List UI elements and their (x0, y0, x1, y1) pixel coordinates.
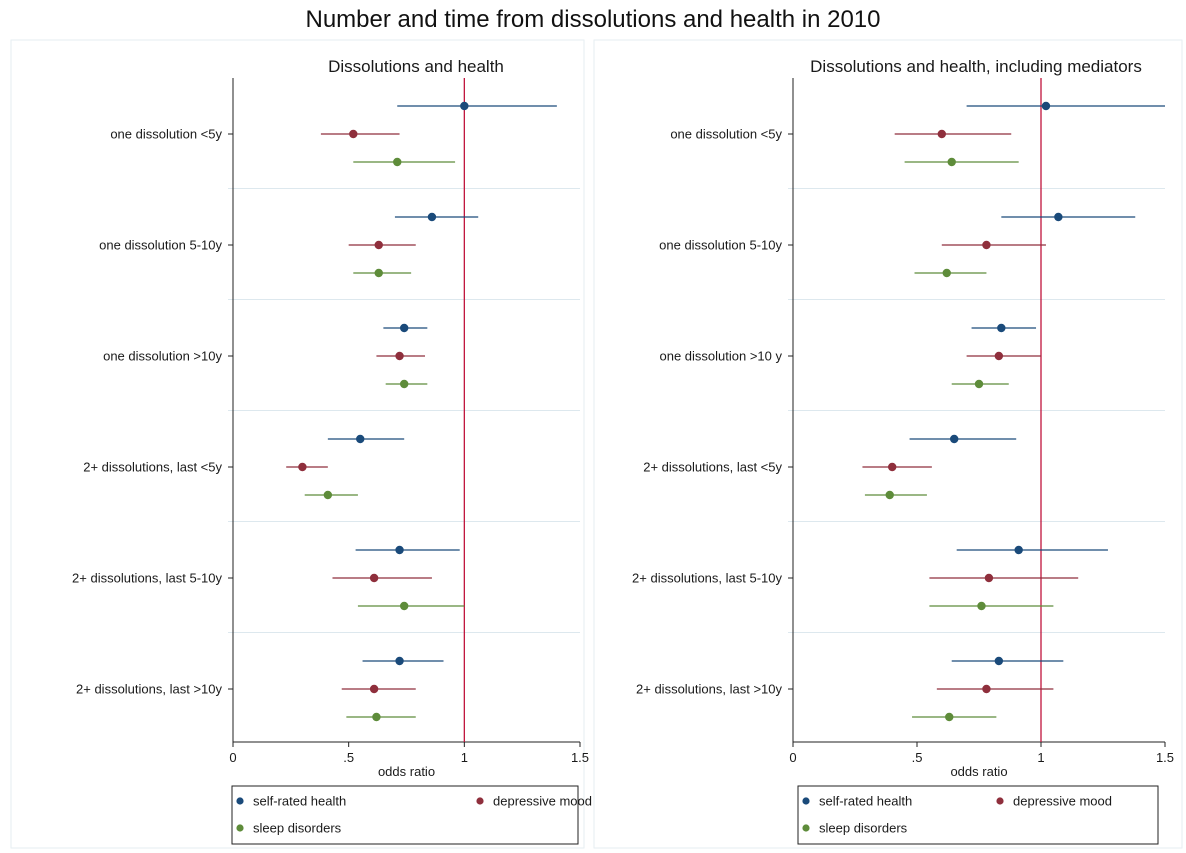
point-estimate (994, 351, 1004, 361)
point-estimate (885, 490, 894, 500)
panel-frame (593, 39, 1183, 849)
point-estimate (399, 323, 409, 333)
point-estimate (984, 573, 994, 583)
point-estimate (399, 379, 409, 389)
legend-label: sleep disorders (819, 821, 908, 836)
point-estimate (395, 351, 404, 361)
x-tick-label: 0 (229, 750, 236, 765)
panel-frame (10, 39, 585, 849)
category-label: one dissolution 5-10y (99, 238, 222, 253)
point-estimate (982, 240, 991, 250)
point-estimate (947, 157, 956, 167)
x-axis-label: odds ratio (378, 764, 435, 779)
point-estimate (1054, 212, 1063, 222)
panel-title: Dissolutions and health, including media… (810, 57, 1142, 76)
panel-title: Dissolutions and health (328, 57, 504, 76)
point-estimate (888, 462, 897, 472)
category-label: 2+ dissolutions, last <5y (643, 460, 782, 475)
point-estimate (982, 684, 991, 694)
x-tick-label: 1.5 (571, 750, 589, 765)
point-estimate (937, 129, 946, 139)
legend-marker (236, 797, 244, 805)
point-estimate (369, 573, 379, 583)
x-axis-label: odds ratio (950, 764, 1007, 779)
point-estimate (950, 434, 959, 444)
point-estimate (374, 268, 383, 278)
point-estimate (1041, 101, 1051, 111)
point-estimate (323, 490, 333, 500)
x-tick-label: 0 (789, 750, 796, 765)
point-estimate (356, 434, 365, 444)
category-label: one dissolution >10y (103, 349, 222, 364)
point-estimate (298, 462, 307, 472)
category-label: 2+ dissolutions, last <5y (83, 460, 222, 475)
point-estimate (393, 157, 402, 167)
point-estimate (399, 601, 409, 611)
x-tick-label: .5 (912, 750, 923, 765)
legend-label: depressive mood (493, 794, 592, 809)
point-estimate (994, 656, 1004, 666)
x-tick-label: 1.5 (1156, 750, 1174, 765)
category-label: 2+ dissolutions, last 5-10y (72, 571, 222, 586)
point-estimate (460, 101, 469, 111)
point-estimate (1014, 545, 1023, 555)
legend-marker (236, 824, 244, 832)
point-estimate (374, 240, 383, 250)
legend-box (231, 785, 579, 845)
legend-label: self-rated health (819, 794, 912, 809)
legend-marker (802, 797, 810, 805)
point-estimate (977, 601, 986, 611)
category-label: one dissolution 5-10y (659, 238, 782, 253)
category-label: 2+ dissolutions, last >10y (76, 682, 222, 697)
point-estimate (395, 545, 404, 555)
x-tick-label: 1 (1037, 750, 1044, 765)
legend-marker (476, 797, 484, 805)
figure-title: Number and time from dissolutions and he… (305, 6, 881, 33)
category-label: one dissolution <5y (110, 127, 222, 142)
category-label: one dissolution <5y (670, 127, 782, 142)
x-tick-label: .5 (343, 750, 354, 765)
point-estimate (369, 684, 379, 694)
point-estimate (945, 712, 954, 722)
legend-label: depressive mood (1013, 794, 1112, 809)
category-label: 2+ dissolutions, last >10y (636, 682, 782, 697)
point-estimate (349, 129, 358, 139)
point-estimate (974, 379, 984, 389)
point-estimate (942, 268, 951, 278)
legend-marker (802, 824, 810, 832)
point-estimate (372, 712, 381, 722)
point-estimate (997, 323, 1006, 333)
legend-box (797, 785, 1159, 845)
x-tick-label: 1 (461, 750, 468, 765)
point-estimate (395, 656, 404, 666)
legend-label: sleep disorders (253, 821, 342, 836)
legend-marker (996, 797, 1004, 805)
point-estimate (427, 212, 437, 222)
legend-label: self-rated health (253, 794, 346, 809)
category-label: one dissolution >10 y (659, 349, 782, 364)
category-label: 2+ dissolutions, last 5-10y (632, 571, 782, 586)
